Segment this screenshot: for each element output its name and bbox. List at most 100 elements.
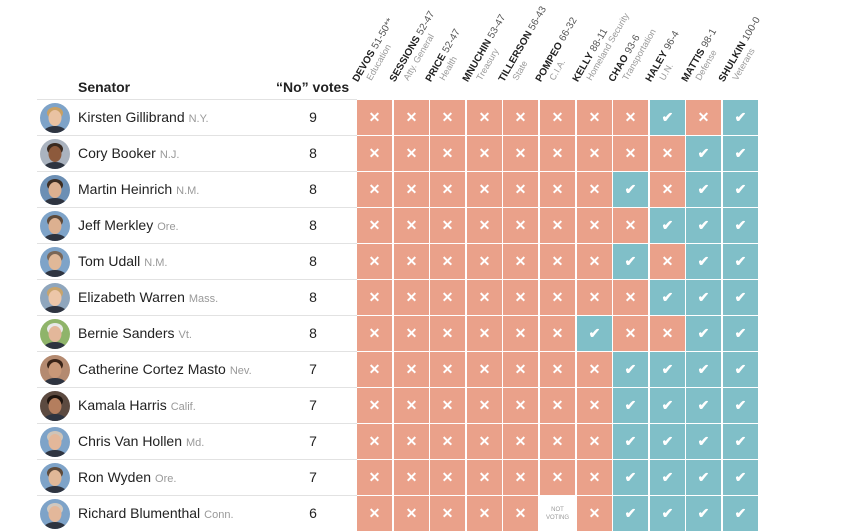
no-vote-count: 8	[309, 145, 317, 161]
no-vote-x-icon: ✕	[430, 208, 465, 243]
no-vote-x-icon: ✕	[467, 244, 502, 279]
senator-name-text: Jeff Merkley	[78, 217, 154, 233]
senator-state: Nev.	[229, 365, 252, 377]
no-vote-x-icon: ✕	[467, 424, 502, 459]
senator-avatar	[40, 211, 70, 241]
no-vote-x-icon: ✕	[540, 208, 575, 243]
yes-vote-check-icon: ✔	[613, 460, 648, 495]
senator-name-text: Tom Udall	[78, 253, 141, 269]
no-vote-x-icon: ✕	[467, 316, 502, 351]
yes-vote-check-icon: ✔	[686, 352, 721, 387]
table-row: Kirsten Gillibrand N.Y. 9 ✕ ✕ ✕ ✕ ✕ ✕ ✕ ✕ ✔ ✕ ✔	[37, 99, 847, 136]
yes-vote-check-icon: ✔	[723, 496, 758, 531]
no-vote-count: 7	[309, 469, 317, 485]
senator-name-text: Kirsten Gillibrand	[78, 109, 185, 125]
yes-vote-check-icon: ✔	[686, 460, 721, 495]
yes-vote-check-icon: ✔	[686, 244, 721, 279]
table-row: Bernie Sanders Vt. 8 ✕ ✕ ✕ ✕ ✕ ✕ ✔ ✕ ✕ ✔ ✔	[37, 315, 847, 352]
no-vote-count: 8	[309, 253, 317, 269]
senator-avatar	[40, 499, 70, 529]
senator-column-header: Senator	[78, 79, 131, 95]
senator-state: Ore.	[157, 221, 179, 233]
senator-state: Md.	[186, 437, 205, 449]
no-vote-x-icon: ✕	[613, 280, 648, 315]
no-vote-x-icon: ✕	[577, 496, 612, 531]
yes-vote-check-icon: ✔	[686, 316, 721, 351]
senator-state: N.M.	[144, 257, 168, 269]
no-vote-x-icon: ✕	[503, 100, 538, 135]
no-vote-x-icon: ✕	[503, 496, 538, 531]
no-vote-x-icon: ✕	[394, 136, 429, 171]
no-vote-x-icon: ✕	[686, 100, 721, 135]
yes-vote-check-icon: ✔	[723, 136, 758, 171]
no-vote-count: 7	[309, 397, 317, 413]
senator-name-text: Chris Van Hollen	[78, 433, 183, 449]
table-row: Martin Heinrich N.M. 8 ✕ ✕ ✕ ✕ ✕ ✕ ✕ ✔ ✕ ✔ ✔	[37, 171, 847, 208]
no-vote-x-icon: ✕	[357, 496, 392, 531]
senator-name-text: Bernie Sanders	[78, 325, 175, 341]
no-vote-x-icon: ✕	[467, 388, 502, 423]
senator-avatar	[40, 103, 70, 133]
yes-vote-check-icon: ✔	[723, 172, 758, 207]
yes-vote-check-icon: ✔	[686, 208, 721, 243]
no-vote-x-icon: ✕	[467, 280, 502, 315]
no-vote-x-icon: ✕	[357, 424, 392, 459]
senator-avatar	[40, 463, 70, 493]
senator-name: Jeff Merkley Ore.	[78, 217, 179, 233]
senator-name-text: Richard Blumenthal	[78, 505, 201, 521]
no-vote-x-icon: ✕	[503, 316, 538, 351]
table-row: Chris Van Hollen Md. 7 ✕ ✕ ✕ ✕ ✕ ✕ ✕ ✔ ✔ ✔ ✔	[37, 423, 847, 460]
no-vote-x-icon: ✕	[540, 244, 575, 279]
no-vote-x-icon: ✕	[430, 136, 465, 171]
no-vote-count: 8	[309, 289, 317, 305]
table-row: Jeff Merkley Ore. 8 ✕ ✕ ✕ ✕ ✕ ✕ ✕ ✕ ✔ ✔ ✔	[37, 207, 847, 244]
no-vote-x-icon: ✕	[467, 100, 502, 135]
yes-vote-check-icon: ✔	[686, 172, 721, 207]
no-vote-x-icon: ✕	[577, 352, 612, 387]
no-vote-x-icon: ✕	[540, 316, 575, 351]
senator-avatar	[40, 355, 70, 385]
row-divider	[37, 99, 357, 100]
senator-name: Kamala Harris Calif.	[78, 397, 196, 413]
row-divider	[37, 135, 357, 136]
no-vote-x-icon: ✕	[394, 496, 429, 531]
table-row: Elizabeth Warren Mass. 8 ✕ ✕ ✕ ✕ ✕ ✕ ✕ ✕ ✔ ✔ ✔	[37, 279, 847, 316]
no-vote-x-icon: ✕	[394, 208, 429, 243]
not-voting-cell: NOT VOTING	[540, 496, 575, 531]
yes-vote-check-icon: ✔	[650, 352, 685, 387]
no-vote-x-icon: ✕	[650, 244, 685, 279]
no-vote-x-icon: ✕	[613, 100, 648, 135]
no-vote-x-icon: ✕	[503, 208, 538, 243]
yes-vote-check-icon: ✔	[723, 460, 758, 495]
yes-vote-check-icon: ✔	[686, 136, 721, 171]
no-vote-x-icon: ✕	[357, 280, 392, 315]
senator-avatar	[40, 319, 70, 349]
no-vote-x-icon: ✕	[430, 100, 465, 135]
no-vote-x-icon: ✕	[503, 352, 538, 387]
yes-vote-check-icon: ✔	[723, 424, 758, 459]
no-vote-x-icon: ✕	[467, 460, 502, 495]
senator-state: Conn.	[204, 509, 234, 521]
senator-state: Ore.	[155, 473, 177, 485]
row-divider	[37, 495, 357, 496]
yes-vote-check-icon: ✔	[686, 496, 721, 531]
yes-vote-check-icon: ✔	[723, 244, 758, 279]
yes-vote-check-icon: ✔	[613, 172, 648, 207]
no-vote-x-icon: ✕	[430, 496, 465, 531]
senator-name: Bernie Sanders Vt.	[78, 325, 192, 341]
yes-vote-check-icon: ✔	[650, 460, 685, 495]
yes-vote-check-icon: ✔	[613, 388, 648, 423]
no-vote-x-icon: ✕	[430, 352, 465, 387]
senator-name-text: Catherine Cortez Masto	[78, 361, 226, 377]
senator-name: Kirsten Gillibrand N.Y.	[78, 109, 209, 125]
senator-avatar	[40, 391, 70, 421]
no-vote-x-icon: ✕	[613, 208, 648, 243]
nominee-header-shulkin: SHULKIN100-0 Veterans	[717, 15, 772, 89]
senator-avatar	[40, 247, 70, 277]
no-vote-x-icon: ✕	[430, 172, 465, 207]
yes-vote-check-icon: ✔	[613, 496, 648, 531]
no-vote-x-icon: ✕	[577, 100, 612, 135]
no-vote-x-icon: ✕	[613, 316, 648, 351]
no-vote-x-icon: ✕	[577, 244, 612, 279]
no-vote-x-icon: ✕	[503, 172, 538, 207]
